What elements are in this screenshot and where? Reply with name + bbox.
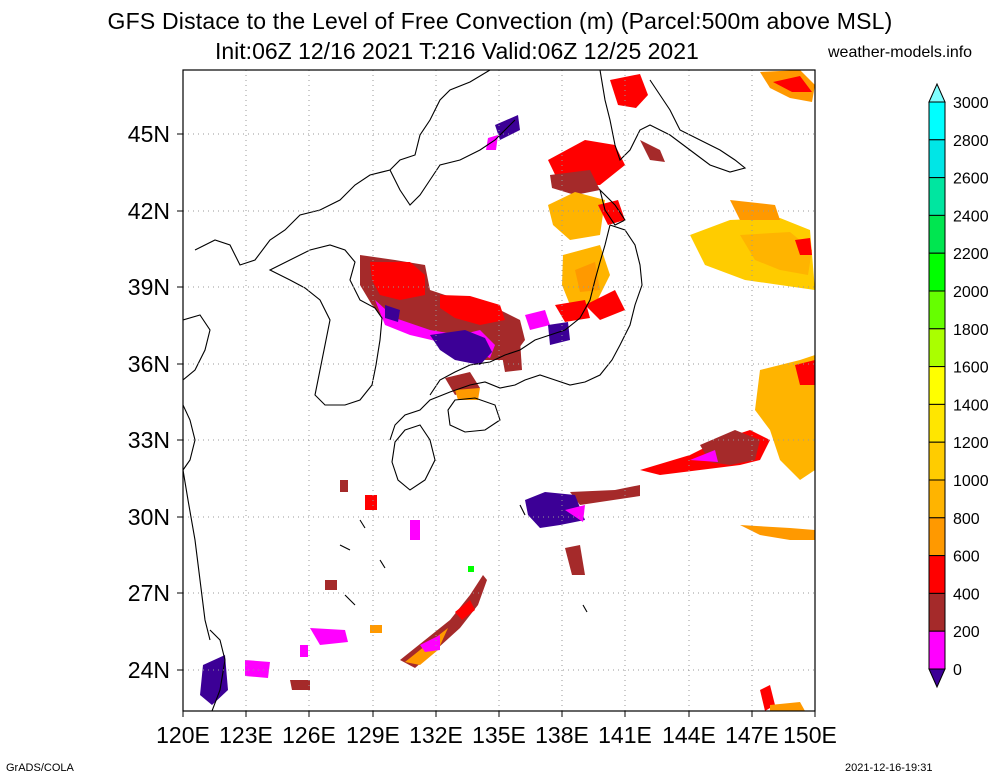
- colorbar-label: 2800: [953, 133, 989, 150]
- colorbar-label: 1000: [953, 473, 989, 490]
- lon-tick-label: 141E: [598, 722, 652, 748]
- lon-tick-label: 150E: [783, 722, 837, 748]
- coastlines: [183, 70, 747, 711]
- colorbar-label: 400: [953, 586, 980, 603]
- colorbar-label: 600: [953, 549, 980, 566]
- lat-tick-label: 39N: [128, 274, 170, 300]
- lat-tick-label: 42N: [128, 198, 170, 224]
- colorbar-label: 1600: [953, 360, 989, 377]
- colorbar-segment: [928, 403, 946, 443]
- graticule: [183, 70, 815, 711]
- colorbar-segment: [928, 290, 946, 330]
- longitude-labels: 120E 123E 126E 129E 132E 135E 138E 141E …: [156, 722, 837, 748]
- lat-tick-label: 36N: [128, 351, 170, 377]
- colorbar-segment: [928, 366, 946, 405]
- colorbar-segment: [928, 479, 946, 519]
- colorbar-label: 2200: [953, 246, 989, 263]
- lat-tick-label: 24N: [128, 657, 170, 683]
- colorbar-segment: [928, 630, 946, 670]
- map-title-line2: Init:06Z 12/16 2021 T:216 Valid:06Z 12/2…: [215, 38, 699, 64]
- colorbar-label: 800: [953, 511, 980, 528]
- lat-tick-label: 27N: [128, 580, 170, 606]
- lon-tick-label: 138E: [535, 722, 589, 748]
- source-site-label: weather-models.info: [828, 44, 973, 61]
- colorbar-segment: [928, 177, 946, 216]
- colorbar-label: 1800: [953, 322, 989, 339]
- lat-tick-label: 33N: [128, 427, 170, 453]
- colorbar-segment: [928, 592, 946, 632]
- colorbar-label: 0: [953, 662, 962, 679]
- colorbar-segment: [928, 252, 946, 292]
- lat-tick-label: 30N: [128, 504, 170, 530]
- lon-tick-label: 144E: [662, 722, 716, 748]
- map-title-line1: GFS Distace to the Level of Free Convect…: [107, 8, 893, 34]
- axis-ticks: [177, 133, 816, 717]
- colorbar-label: 1400: [953, 397, 989, 414]
- latitude-labels: 24N 27N 30N 33N 36N 39N 42N 45N: [128, 121, 170, 683]
- colorbar-segment: [928, 441, 946, 481]
- lfc-shading-layer: [200, 70, 815, 711]
- colorbar-label: 2600: [953, 171, 989, 188]
- lon-tick-label: 123E: [219, 722, 273, 748]
- colorbar-segment: [928, 555, 946, 594]
- colorbar: 3000280026002400220020001800160014001200…: [928, 82, 989, 689]
- colorbar-arrow-bottom: [928, 668, 946, 689]
- colorbar-arrow-top: [928, 82, 946, 103]
- colorbar-segment: [928, 517, 946, 557]
- colorbar-label: 1200: [953, 435, 989, 452]
- colorbar-segment: [928, 214, 946, 254]
- colorbar-label: 2000: [953, 284, 989, 301]
- colorbar-label: 200: [953, 624, 980, 641]
- lon-tick-label: 132E: [409, 722, 463, 748]
- colorbar-label: 3000: [953, 95, 989, 112]
- lon-tick-label: 135E: [472, 722, 526, 748]
- colorbar-segment: [928, 139, 946, 179]
- lat-tick-label: 45N: [128, 121, 170, 147]
- colorbar-segment: [928, 328, 946, 368]
- lon-tick-label: 126E: [282, 722, 336, 748]
- lon-tick-label: 129E: [346, 722, 400, 748]
- lon-tick-label: 147E: [725, 722, 779, 748]
- lon-tick-label: 120E: [156, 722, 210, 748]
- software-credit: GrADS/COLA: [6, 762, 74, 774]
- render-timestamp: 2021-12-16-19:31: [845, 762, 933, 774]
- colorbar-label: 2400: [953, 208, 989, 225]
- colorbar-segment: [928, 101, 946, 141]
